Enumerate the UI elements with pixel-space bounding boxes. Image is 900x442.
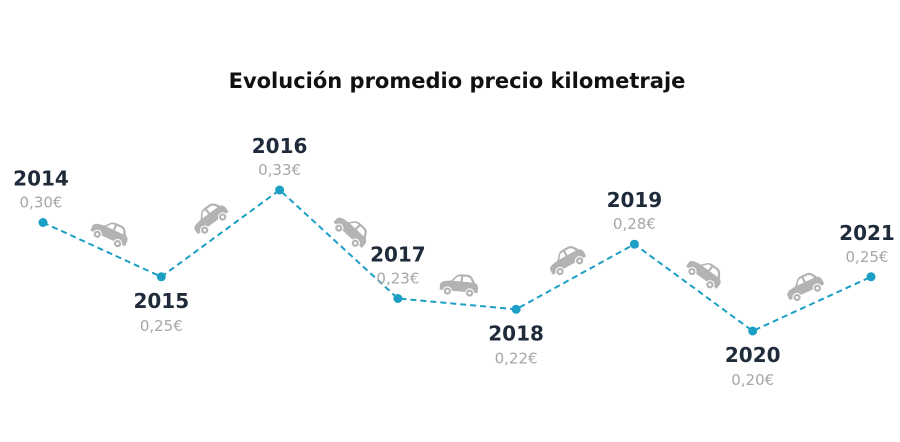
car-icon [439,272,480,299]
value-label: 0,33€ [258,161,301,179]
year-label: 2017 [370,243,426,267]
data-points [38,185,876,336]
series-line [42,188,872,333]
car-icons [88,197,827,306]
year-label: 2018 [488,321,544,345]
car-icon [88,214,133,252]
value-label: 0,30€ [20,194,63,212]
data-point-2015 [156,272,166,282]
car-icon [329,209,374,252]
value-label: 0,28€ [613,215,656,233]
data-point-2018 [511,304,521,314]
data-point-2020 [748,326,758,336]
value-label: 0,22€ [495,349,538,367]
data-point-2016 [275,185,285,195]
data-point-2014 [38,218,48,227]
data-labels: 2014 0,30€ 2015 0,25€ 2016 0,33€ 2017 0,23€ 2018… [13,134,895,389]
data-point-2021 [866,272,876,282]
year-label: 2015 [133,289,189,313]
value-label: 0,23€ [376,270,419,288]
year-label: 2014 [13,167,69,191]
chart-title: Evolución promedio precio kilometraje [229,69,686,93]
year-label: 2020 [725,343,781,367]
value-label: 0,25€ [846,248,889,266]
year-label: 2016 [252,134,308,158]
year-label: 2019 [607,188,663,212]
data-point-2017 [393,294,403,303]
car-icon [682,252,727,294]
year-label: 2021 [839,221,895,245]
car-icon [187,197,232,239]
value-label: 0,20€ [731,371,774,389]
value-label: 0,25€ [140,317,183,335]
data-point-2019 [629,239,639,249]
